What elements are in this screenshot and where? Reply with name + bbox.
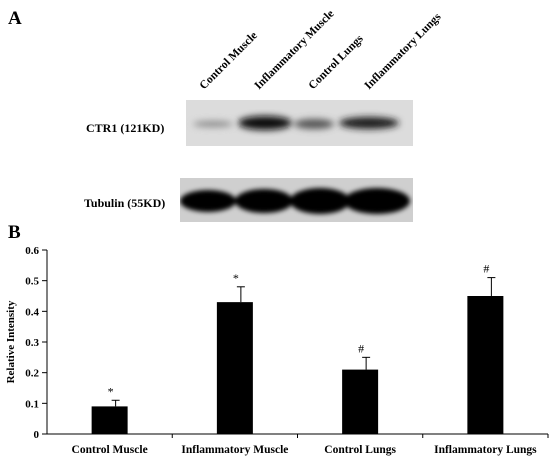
panel-a-letter: A — [8, 8, 22, 29]
panel-b-letter: B — [8, 222, 21, 243]
ctr1-blot-label: CTR1 (121KD) — [86, 121, 165, 135]
significance-marker-3: # — [358, 341, 364, 355]
y-tick-label: 0.6 — [25, 245, 39, 257]
tubulin-band-lane-4 — [344, 188, 410, 214]
x-tick-label-2: Inflammatory Muscle — [181, 444, 288, 456]
lane-label-control-lungs: Control Lungs — [306, 32, 366, 92]
bar-2 — [216, 302, 253, 434]
tubulin-band-lane-2 — [235, 189, 293, 213]
x-tick-label-1: Control Muscle — [72, 444, 148, 456]
tubulin-blot-label: Tubulin (55KD) — [84, 196, 166, 210]
y-tick-label: 0 — [34, 429, 40, 441]
y-tick-label: 0.5 — [25, 276, 39, 288]
tubulin-band-lane-3 — [290, 188, 350, 214]
bar-4 — [467, 296, 504, 434]
ctr1-band-lane-3 — [294, 119, 334, 129]
ctr1-band-lane-2 — [238, 116, 292, 130]
lane-label-control-muscle: Control Muscle — [197, 29, 260, 92]
ctr1-band-lane-1 — [193, 121, 233, 127]
bar-3 — [342, 369, 379, 434]
relative-intensity-bar-chart: Relative Intensity 0 0.1 0.2 0.3 0.4 0.5 0.6 *… — [5, 245, 549, 456]
ctr1-band-lane-4 — [339, 117, 399, 129]
tubulin-band-lane-1 — [180, 190, 236, 212]
bar-1 — [91, 406, 128, 434]
y-tick-label: 0.4 — [25, 306, 39, 318]
tubulin-blot-image — [180, 178, 413, 222]
y-tick-label: 0.1 — [25, 398, 39, 410]
lane-label-inflammatory-lungs: Inflammatory Lungs — [362, 10, 444, 92]
x-tick-label-3: Control Lungs — [324, 444, 396, 456]
y-tick-label: 0.3 — [25, 337, 39, 349]
x-tick-label-4: Inflammatory Lungs — [434, 444, 537, 456]
y-tick-label: 0.2 — [25, 368, 39, 380]
significance-marker-4: # — [483, 262, 489, 276]
ctr1-blot-image — [186, 100, 413, 146]
y-axis-label: Relative Intensity — [5, 300, 17, 383]
significance-marker-1: * — [108, 384, 114, 398]
significance-marker-2: * — [233, 271, 239, 285]
